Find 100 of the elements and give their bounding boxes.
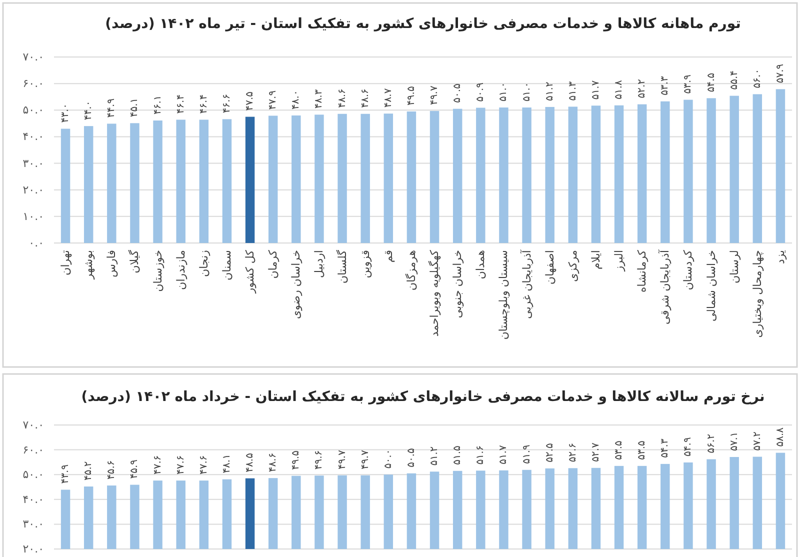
bar (752, 94, 762, 243)
x-tick-label: یزد (774, 250, 787, 264)
y-tick-label: ۴۰.۰ (22, 492, 44, 506)
y-tick-label: ۵۰.۰ (22, 468, 44, 482)
bar (476, 108, 486, 243)
data-label: ۵۷.۲ (752, 431, 763, 451)
data-label: ۵۳.۵ (614, 440, 625, 460)
data-label: ۴۷.۹ (268, 90, 279, 110)
data-label: ۴۵.۶ (106, 460, 118, 480)
data-label: ۴۶.۱ (152, 95, 164, 115)
x-tick-label: اردبیل (312, 250, 326, 278)
bar (107, 124, 116, 243)
x-tick-label: همدان (474, 250, 488, 280)
data-label: ۵۰.۵ (452, 84, 464, 103)
bar (245, 116, 255, 243)
y-tick-label: ۳۰.۰ (22, 518, 44, 531)
bar (406, 111, 416, 243)
x-tick-label: چهارمحال وبختیاری (750, 250, 764, 338)
data-label: ۵۷.۹ (774, 64, 786, 84)
data-label: ۵۱.۵ (452, 446, 464, 465)
x-tick-label: خوزستان (151, 250, 164, 292)
bar (292, 115, 301, 243)
data-label: ۵۳.۹ (682, 74, 694, 94)
data-label: ۴۶.۴ (198, 94, 210, 114)
data-label: ۴۹.۵ (290, 450, 302, 470)
x-tick-label: خراسان رضوی (290, 250, 303, 320)
bar (614, 105, 624, 243)
data-label: ۴۹.۷ (429, 85, 440, 105)
x-tick-label: آذربایجان غربی (519, 249, 534, 319)
data-label: ۴۹.۷ (360, 449, 371, 470)
x-tick-label: لرستان (728, 250, 741, 284)
bar (660, 101, 670, 243)
data-label: ۴۸.۶ (336, 88, 348, 108)
bar (499, 107, 508, 243)
y-tick-label: ۶۰.۰ (22, 443, 44, 456)
data-label: ۴۵.۱ (129, 98, 140, 118)
bar (776, 89, 786, 243)
data-label: ۴۸.۷ (382, 88, 394, 108)
bar (452, 108, 462, 243)
x-tick-label: خراسان شمالی (704, 250, 718, 322)
data-label: ۵۱.۸ (614, 79, 625, 100)
bar (130, 123, 140, 243)
bar (153, 120, 162, 243)
data-label: ۴۸.۱ (221, 454, 232, 474)
bar (545, 106, 554, 243)
data-label: ۵۱.۷ (498, 444, 510, 464)
x-tick-label: زنجان (197, 250, 210, 277)
x-tick-label: سمنان (220, 250, 234, 280)
bar (60, 128, 70, 243)
bar (384, 114, 394, 243)
chart-title: تورم ماهانه کالاها و خدمات مصرفی خانوارهای کشور به تفکیک استان - تیر ماه ۱۴۰۲ (درصد) (105, 16, 741, 32)
data-label: ۵۱.۰ (498, 82, 510, 102)
y-tick-label: ۵۰.۰ (22, 104, 44, 117)
x-tick-label: قم (382, 250, 395, 263)
y-tick-label: ۴۰.۰ (22, 130, 44, 144)
data-label: ۵۱.۳ (567, 80, 578, 101)
x-tick-label: کرمان (266, 249, 280, 279)
bar (568, 106, 578, 243)
data-label: ۴۶.۴ (175, 94, 186, 114)
chart-title: نرخ تورم سالانه کالاها و خدمات مصرفی خانوارهای کشور به تفکیک استان - خرداد ماه ۱۴۰۲ (درصد) (81, 389, 765, 405)
x-tick-label: کردستان (682, 249, 695, 290)
data-label: ۴۸.۳ (314, 88, 325, 109)
data-label: ۴۵.۲ (83, 461, 94, 481)
data-label: ۴۸.۶ (268, 452, 279, 472)
data-label: ۴۶.۶ (221, 94, 232, 114)
data-label: ۵۲.۵ (544, 443, 556, 462)
bar (684, 100, 693, 243)
data-label: ۵۳.۵ (636, 440, 648, 460)
data-label: ۵۴.۳ (660, 438, 671, 458)
data-label: ۵۴.۵ (706, 72, 717, 92)
data-label: ۴۸.۵ (244, 453, 256, 472)
data-label: ۵۸.۸ (774, 426, 786, 447)
x-tick-label: کرمانشاه (636, 249, 649, 293)
x-tick-label: فارس (105, 250, 118, 278)
data-label: ۵۲.۲ (636, 79, 648, 98)
data-label: ۵۴.۹ (682, 437, 694, 456)
data-label: ۵۱.۲ (544, 82, 556, 101)
x-tick-label: بوشهر (82, 250, 96, 280)
y-tick-label: ۰.۰ (28, 236, 44, 250)
data-label: ۴۴.۹ (106, 98, 118, 118)
data-label: ۴۳.۹ (60, 464, 72, 484)
data-label: ۵۱.۲ (429, 446, 440, 466)
data-label: ۴۷.۶ (198, 455, 210, 475)
data-label: ۴۴.۰ (83, 100, 94, 120)
data-label: ۴۹.۵ (406, 86, 417, 106)
y-tick-label: ۶۰.۰ (22, 77, 44, 90)
data-label: ۴۸.۰ (290, 90, 302, 110)
x-tick-label: البرز (612, 250, 626, 272)
x-tick-label: کل کشور (244, 249, 257, 294)
x-tick-label: تهران (59, 250, 72, 276)
data-label: ۵۱.۰ (521, 82, 532, 102)
y-tick-label: ۲۰.۰ (22, 183, 44, 196)
data-label: ۵۱.۶ (475, 445, 486, 465)
bar (591, 106, 601, 243)
y-tick-label: ۳۰.۰ (22, 156, 44, 170)
bar (199, 120, 209, 243)
data-label: ۵۶.۰ (752, 68, 763, 88)
x-tick-label: آذربایجان شرقی (658, 249, 672, 324)
x-tick-label: خراسان جنوبی (451, 250, 464, 318)
data-label: ۴۳.۰ (60, 103, 72, 123)
